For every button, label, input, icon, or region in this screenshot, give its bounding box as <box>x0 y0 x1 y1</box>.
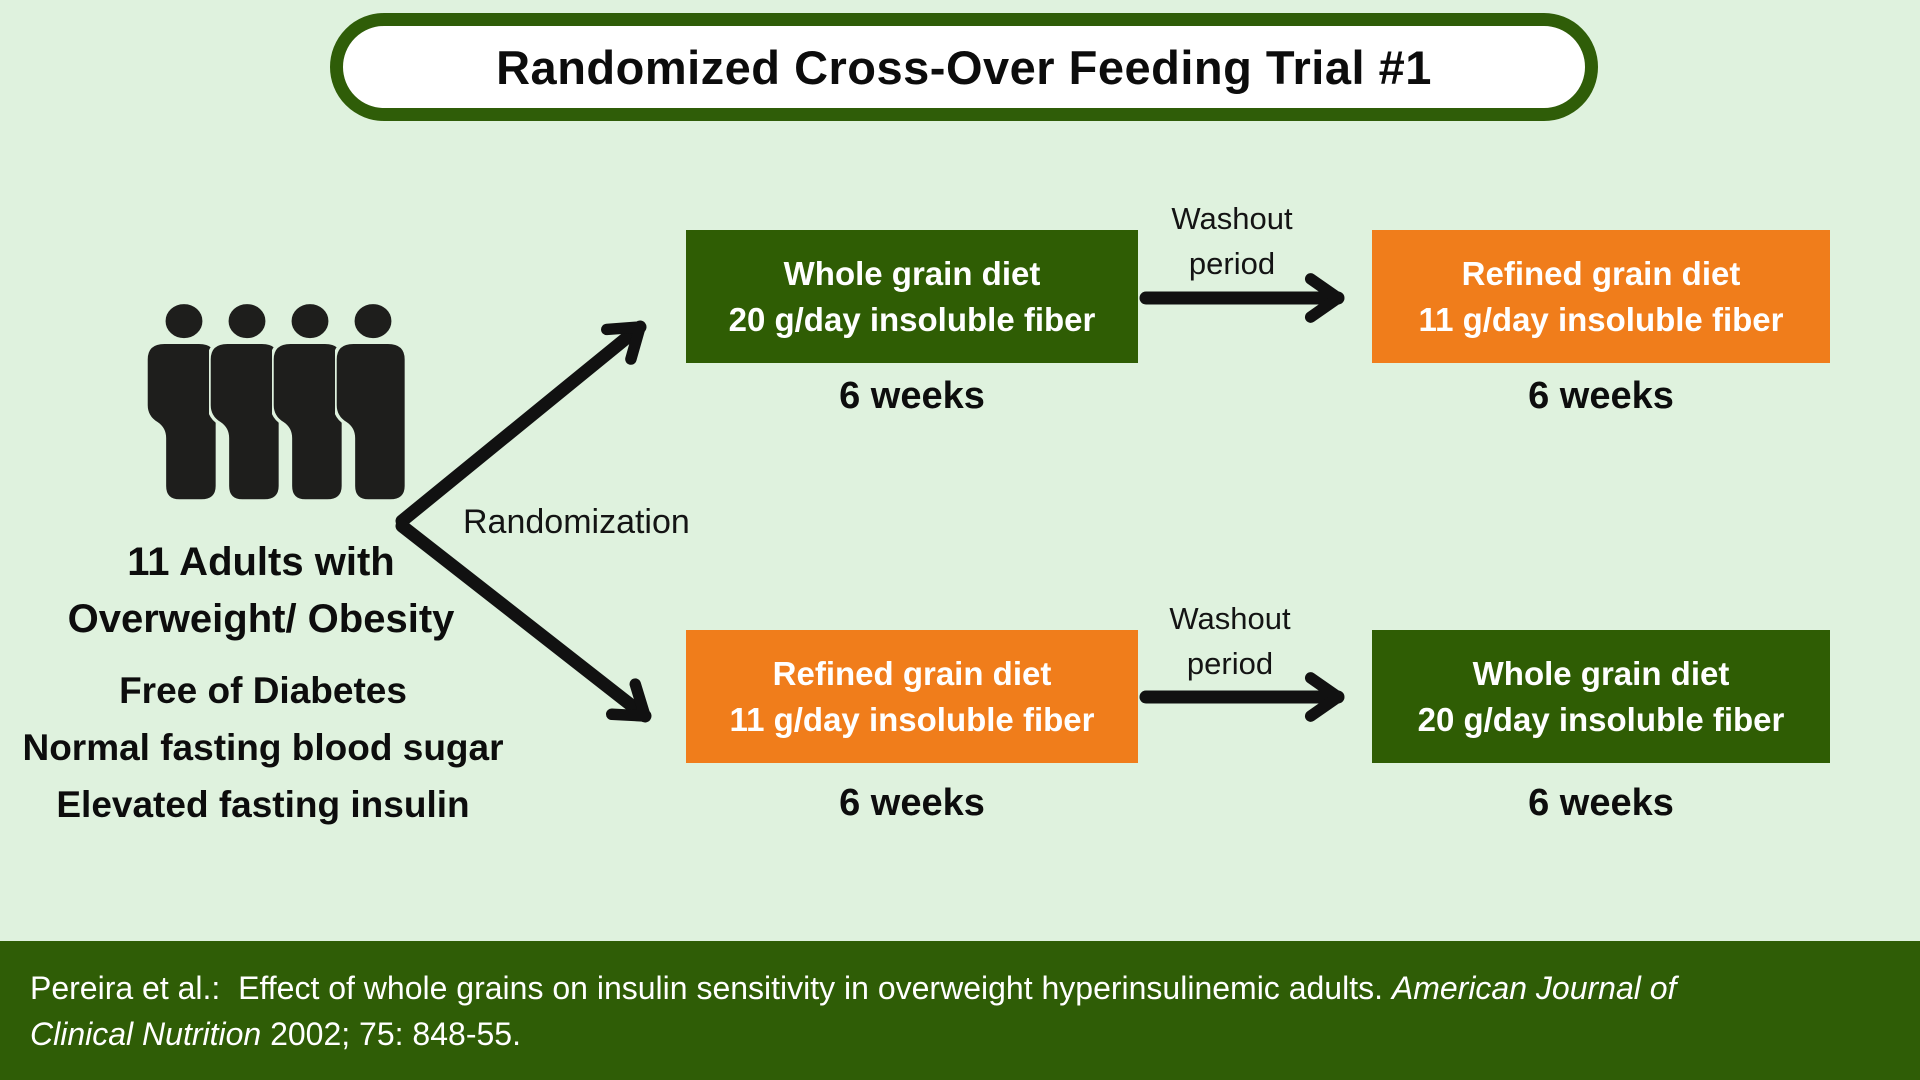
randomization-label: Randomization <box>463 503 690 541</box>
page-title: Randomized Cross-Over Feeding Trial #1 <box>496 40 1432 94</box>
duration-label: 6 weeks <box>839 782 985 824</box>
diet-box-whole-grain-arm2: Whole grain diet 20 g/day insoluble fibe… <box>1372 630 1830 763</box>
washout-line: Washout <box>1171 201 1293 236</box>
washout-label-arm1: Washout period <box>1112 196 1352 286</box>
diet-fiber-detail: 11 g/day insoluble fiber <box>1418 300 1784 338</box>
citation-line1: Pereira et al.: Effect of whole grains o… <box>30 965 1880 1011</box>
criteria-item: Elevated fasting insulin <box>56 784 470 825</box>
participants-icon-group <box>146 303 426 503</box>
washout-line: period <box>1188 246 1276 281</box>
diet-name: Whole grain diet <box>783 254 1041 292</box>
citation-line2: Clinical Nutrition 2002; 75: 848-55. <box>30 1011 1880 1057</box>
diet-name: Refined grain diet <box>1461 254 1741 292</box>
randomization-arrow-up <box>395 320 647 528</box>
citation-journal-italic: Clinical Nutrition <box>30 1016 262 1052</box>
washout-label-arm2: Washout period <box>1110 596 1350 686</box>
diet-name: Whole grain diet <box>1472 654 1730 692</box>
diet-fiber-detail: 20 g/day insoluble fiber <box>728 300 1096 338</box>
citation-footer: Pereira et al.: Effect of whole grains o… <box>0 941 1920 1080</box>
diet-fiber-detail: 11 g/day insoluble fiber <box>729 700 1095 738</box>
citation-journal-italic: American Journal of <box>1391 970 1677 1006</box>
inclusion-criteria: Free of Diabetes Normal fasting blood su… <box>3 662 523 833</box>
criteria-item: Normal fasting blood sugar <box>22 727 504 768</box>
citation-text: 2002; 75: 848-55. <box>261 1016 521 1052</box>
duration-label: 6 weeks <box>1528 375 1674 417</box>
diet-box-refined-grain-arm1: Refined grain diet 11 g/day insoluble fi… <box>1372 230 1830 363</box>
duration-label: 6 weeks <box>839 375 985 417</box>
population-line1: 11 Adults with <box>127 540 395 584</box>
washout-line: period <box>1186 646 1274 681</box>
washout-line: Washout <box>1169 601 1291 636</box>
diet-box-whole-grain-arm1: Whole grain diet 20 g/day insoluble fibe… <box>686 230 1138 363</box>
title-banner: Randomized Cross-Over Feeding Trial #1 <box>330 13 1598 121</box>
population-line2: Overweight/ Obesity <box>67 597 455 641</box>
diet-name: Refined grain diet <box>772 654 1052 692</box>
duration-label: 6 weeks <box>1528 782 1674 824</box>
person-icon <box>335 303 409 503</box>
diet-fiber-detail: 20 g/day insoluble fiber <box>1417 700 1785 738</box>
diet-box-refined-grain-arm2: Refined grain diet 11 g/day insoluble fi… <box>686 630 1138 763</box>
population-label: 11 Adults with Overweight/ Obesity <box>15 534 507 648</box>
criteria-item: Free of Diabetes <box>119 670 407 711</box>
citation-text: Pereira et al.: Effect of whole grains o… <box>30 970 1392 1006</box>
